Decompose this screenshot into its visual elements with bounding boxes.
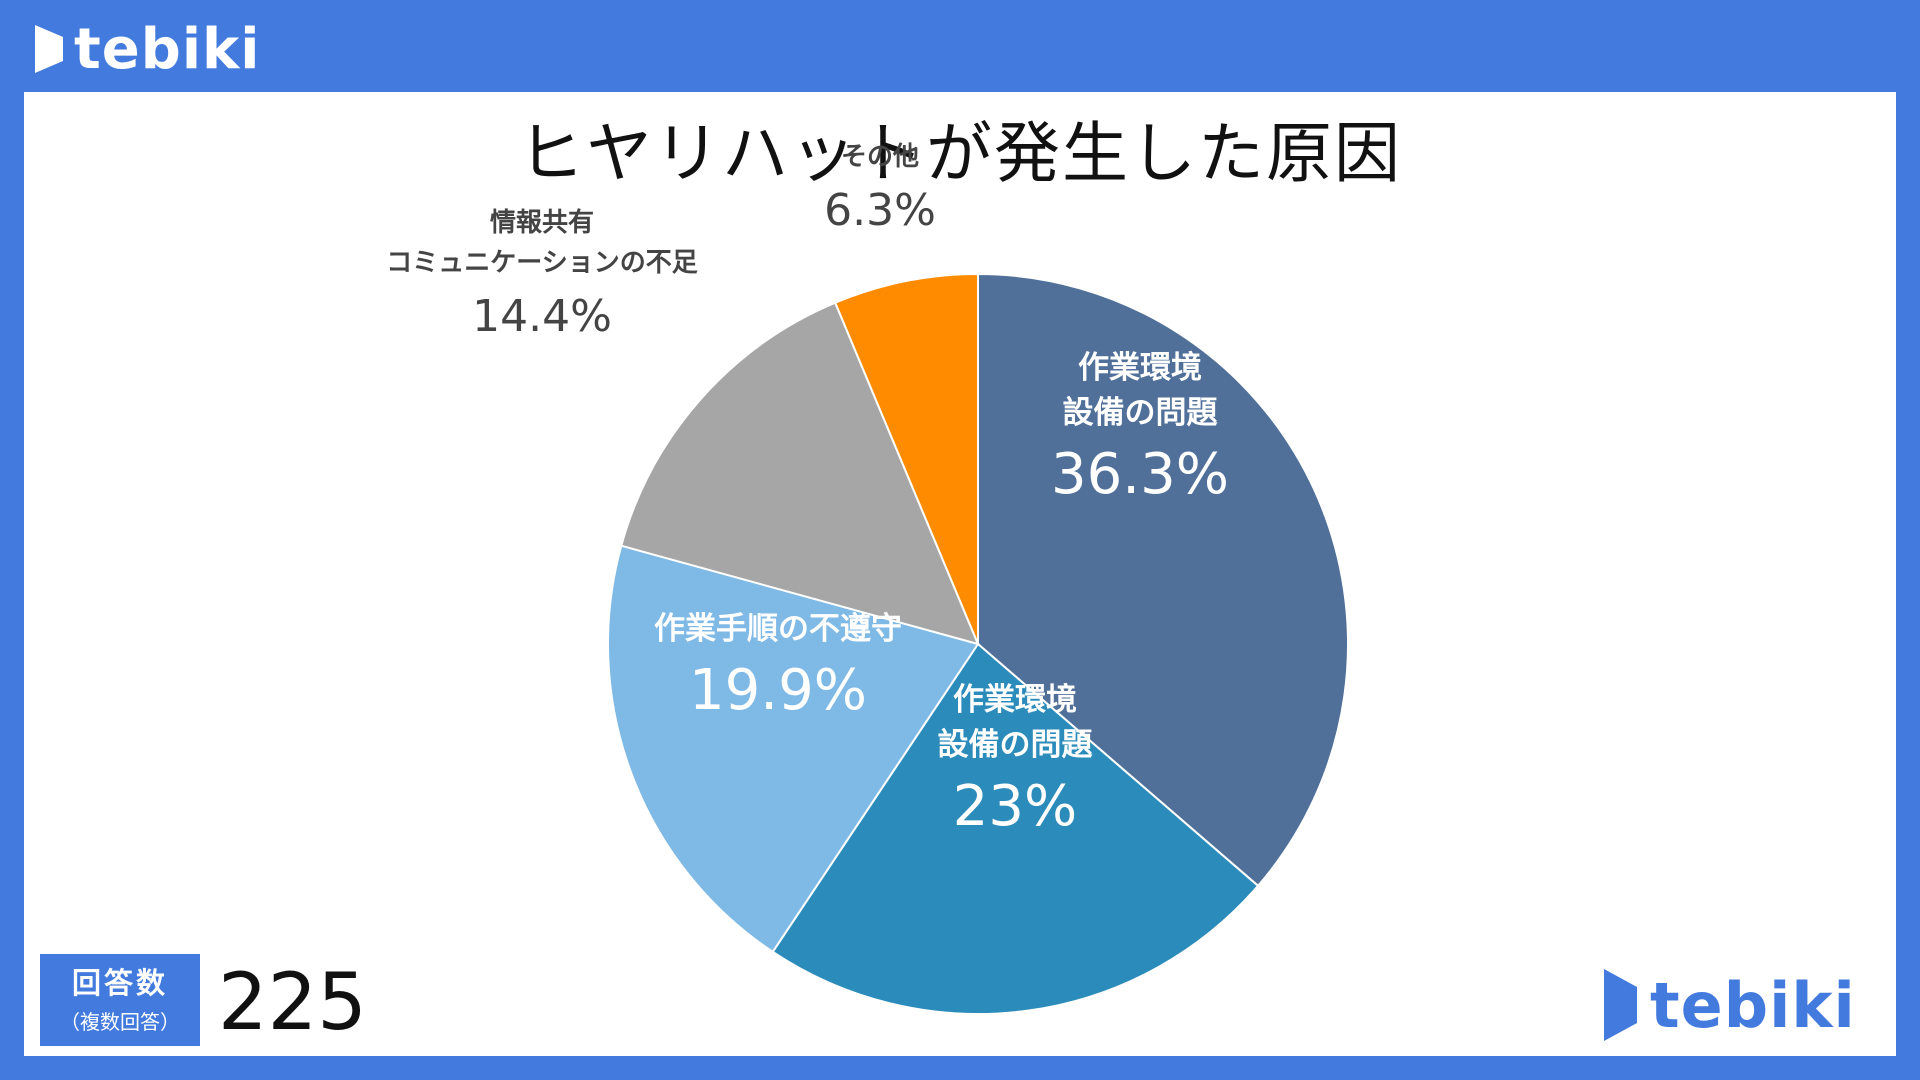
tebiki-logo-icon bbox=[1604, 969, 1637, 1041]
slice-label-4: その他 bbox=[841, 142, 919, 172]
slice-label-3: 情報共有コミュニケーションの不足 bbox=[386, 208, 697, 278]
response-count-sublabel: （複数回答） bbox=[60, 1010, 180, 1034]
pie-slice-1 bbox=[771, 642, 1260, 1015]
slice-value-2: 19.9% bbox=[689, 658, 867, 723]
response-count-label-box: 回答数 （複数回答） bbox=[40, 954, 200, 1046]
brand-name-bottom: tebiki bbox=[1650, 968, 1856, 1042]
pie-slice-0 bbox=[977, 272, 1349, 888]
brand-logo-bottom: tebiki bbox=[1600, 960, 1856, 1050]
tebiki-logo-icon bbox=[35, 25, 63, 73]
slice-value-4: 6.3% bbox=[824, 185, 936, 236]
top-bar bbox=[0, 0, 1920, 92]
pie-slice-4 bbox=[833, 272, 979, 645]
slice-label-0: 作業環境設備の問題 bbox=[1063, 350, 1218, 431]
response-count-label: 回答数 bbox=[71, 966, 168, 1000]
pie-slice-2 bbox=[607, 544, 980, 954]
response-count-value: 225 bbox=[218, 958, 367, 1048]
pie-slice-3 bbox=[620, 301, 980, 646]
brand-name-top: tebiki bbox=[74, 16, 261, 82]
slice-value-1: 23% bbox=[953, 774, 1077, 839]
brand-logo-top: tebiki bbox=[32, 14, 260, 84]
chart-title: ヒヤリハットが発生した原因 bbox=[518, 115, 1402, 192]
slice-label-2: 作業手順の不遵守 bbox=[654, 611, 902, 647]
slice-label-1: 作業環境設備の問題 bbox=[938, 682, 1093, 763]
slice-value-3: 14.4% bbox=[472, 291, 612, 342]
slice-value-0: 36.3% bbox=[1051, 442, 1229, 507]
